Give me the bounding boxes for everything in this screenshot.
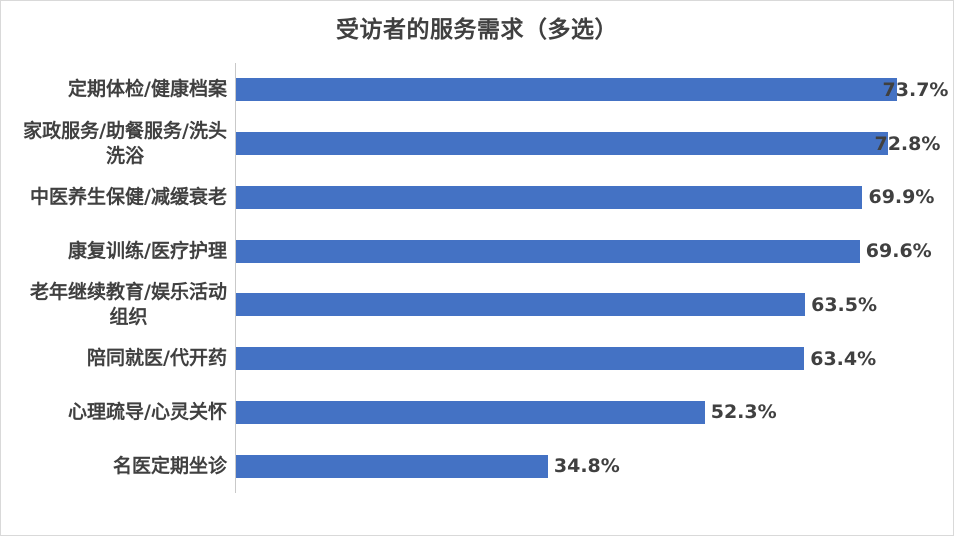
- bar-track: 69.6%: [236, 239, 953, 263]
- bar-row: 名医定期坐诊 34.8%: [1, 439, 953, 493]
- bar-value-label: 34.8%: [553, 455, 620, 478]
- bar: 34.8%: [236, 454, 620, 478]
- bar-row: 康复训练/医疗护理 69.6%: [1, 224, 953, 278]
- bar-track: 34.8%: [236, 454, 953, 478]
- bar: 52.3%: [236, 400, 777, 424]
- bar-track: 72.8%: [236, 132, 953, 156]
- category-label-cell: 中医养生保健/减缓衰老: [1, 185, 232, 210]
- bar-track: 63.4%: [236, 347, 953, 371]
- category-label: 老年继续教育/娱乐活动 组织: [30, 280, 227, 328]
- bar-row: 老年继续教育/娱乐活动 组织 63.5%: [1, 278, 953, 332]
- category-label: 家政服务/助餐服务/洗头 洗浴: [23, 119, 227, 167]
- bar-track: 52.3%: [236, 400, 953, 424]
- bar-row: 家政服务/助餐服务/洗头 洗浴 72.8%: [1, 117, 953, 171]
- bar: 73.7%: [236, 78, 948, 102]
- category-label: 康复训练/医疗护理: [68, 239, 227, 262]
- bar-track: 69.9%: [236, 185, 953, 209]
- bar-value-label: 73.7%: [882, 78, 949, 101]
- bar: 63.5%: [236, 293, 877, 317]
- category-label: 名医定期坐诊: [112, 454, 227, 477]
- category-label: 心理疏导/心灵关怀: [68, 400, 227, 423]
- category-label-cell: 心理疏导/心灵关怀: [1, 400, 232, 425]
- category-label-cell: 定期体检/健康档案: [1, 77, 232, 102]
- bar-row: 陪同就医/代开药 63.4%: [1, 332, 953, 386]
- bar-row: 定期体检/健康档案 73.7%: [1, 63, 953, 117]
- category-label-cell: 陪同就医/代开药: [1, 346, 232, 371]
- category-label-cell: 家政服务/助餐服务/洗头 洗浴: [1, 119, 232, 169]
- bar: 63.4%: [236, 347, 876, 371]
- bar: 69.9%: [236, 185, 934, 209]
- chart-title: 受访者的服务需求（多选）: [336, 17, 618, 43]
- category-label: 定期体检/健康档案: [68, 78, 227, 101]
- bar-value-label: 72.8%: [874, 132, 941, 155]
- category-label: 中医养生保健/减缓衰老: [30, 185, 227, 208]
- bar-track: 63.5%: [236, 293, 953, 317]
- category-label-cell: 名医定期坐诊: [1, 454, 232, 479]
- bar-value-label: 63.4%: [810, 347, 877, 370]
- bar-track: 73.7%: [236, 78, 953, 102]
- plot-area: 定期体检/健康档案 73.7% 家政服务/助餐服务/洗头 洗浴 72.8% 中医…: [1, 63, 953, 493]
- bar-row: 心理疏导/心灵关怀 52.3%: [1, 386, 953, 440]
- bar-row: 中医养生保健/减缓衰老 69.9%: [1, 171, 953, 225]
- category-label-cell: 老年继续教育/娱乐活动 组织: [1, 280, 232, 330]
- bar-value-label: 63.5%: [811, 293, 878, 316]
- bar: 69.6%: [236, 239, 932, 263]
- bar: 72.8%: [236, 132, 940, 156]
- bar-value-label: 69.9%: [868, 186, 935, 209]
- bar-value-label: 52.3%: [710, 401, 777, 424]
- bar-value-label: 69.6%: [865, 240, 932, 263]
- category-label-cell: 康复训练/医疗护理: [1, 239, 232, 264]
- y-axis-line: [235, 63, 236, 493]
- category-label: 陪同就医/代开药: [87, 347, 227, 370]
